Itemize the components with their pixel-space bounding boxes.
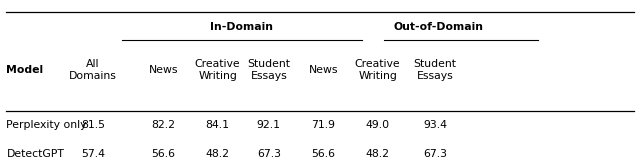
Text: 56.6: 56.6 (151, 149, 175, 159)
Text: Perplexity only: Perplexity only (6, 120, 87, 130)
Text: Student
Essays: Student Essays (413, 59, 457, 81)
Text: All
Domains: All Domains (69, 59, 116, 81)
Text: In-Domain: In-Domain (211, 22, 273, 32)
Text: 57.4: 57.4 (81, 149, 105, 159)
Text: 84.1: 84.1 (205, 120, 230, 130)
Text: Out-of-Domain: Out-of-Domain (394, 22, 483, 32)
Text: 92.1: 92.1 (257, 120, 281, 130)
Text: 71.9: 71.9 (311, 120, 335, 130)
Text: 81.5: 81.5 (81, 120, 105, 130)
Text: 48.2: 48.2 (365, 149, 390, 159)
Text: Creative
Writing: Creative Writing (355, 59, 401, 81)
Text: DetectGPT: DetectGPT (6, 149, 64, 159)
Text: 93.4: 93.4 (423, 120, 447, 130)
Text: 67.3: 67.3 (423, 149, 447, 159)
Text: 49.0: 49.0 (365, 120, 390, 130)
Text: 67.3: 67.3 (257, 149, 281, 159)
Text: Student
Essays: Student Essays (247, 59, 291, 81)
Text: Creative
Writing: Creative Writing (195, 59, 241, 81)
Text: 48.2: 48.2 (205, 149, 230, 159)
Text: 56.6: 56.6 (311, 149, 335, 159)
Text: Model: Model (6, 65, 44, 75)
Text: News: News (148, 65, 178, 75)
Text: News: News (308, 65, 338, 75)
Text: 82.2: 82.2 (151, 120, 175, 130)
